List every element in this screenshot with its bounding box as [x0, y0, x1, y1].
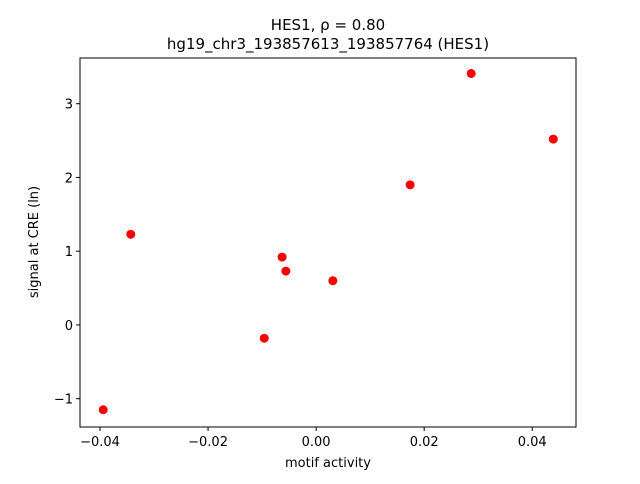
x-tick-label: 0.02 — [410, 435, 439, 450]
y-axis-label: signal at CRE (ln) — [27, 186, 42, 298]
scatter-point — [548, 134, 558, 144]
x-tick-label: 0.04 — [518, 435, 547, 450]
x-axis-label: motif activity — [285, 456, 371, 471]
y-tick-label: 3 — [65, 98, 73, 113]
scatter-point — [98, 405, 108, 415]
scatter-point — [259, 333, 269, 343]
y-tick-label: 2 — [65, 171, 73, 186]
y-tick-label: 0 — [65, 319, 73, 334]
plot-frame — [79, 57, 577, 428]
y-tick-label: −1 — [54, 393, 73, 408]
x-tick-label: −0.02 — [188, 435, 228, 450]
scatter-point — [281, 266, 291, 276]
y-tick-label: 1 — [65, 245, 73, 260]
scatter-point — [328, 276, 338, 286]
scatter-point — [466, 68, 476, 78]
scatter-point — [405, 180, 415, 190]
scatter-point — [277, 252, 287, 262]
x-tick-label: 0.00 — [302, 435, 331, 450]
x-tick-label: −0.04 — [80, 435, 120, 450]
chart-subtitle: hg19_chr3_193857613_193857764 (HES1) — [167, 35, 489, 54]
scatter-point — [126, 229, 136, 239]
chart-title: HES1, ρ = 0.80 — [271, 16, 385, 34]
